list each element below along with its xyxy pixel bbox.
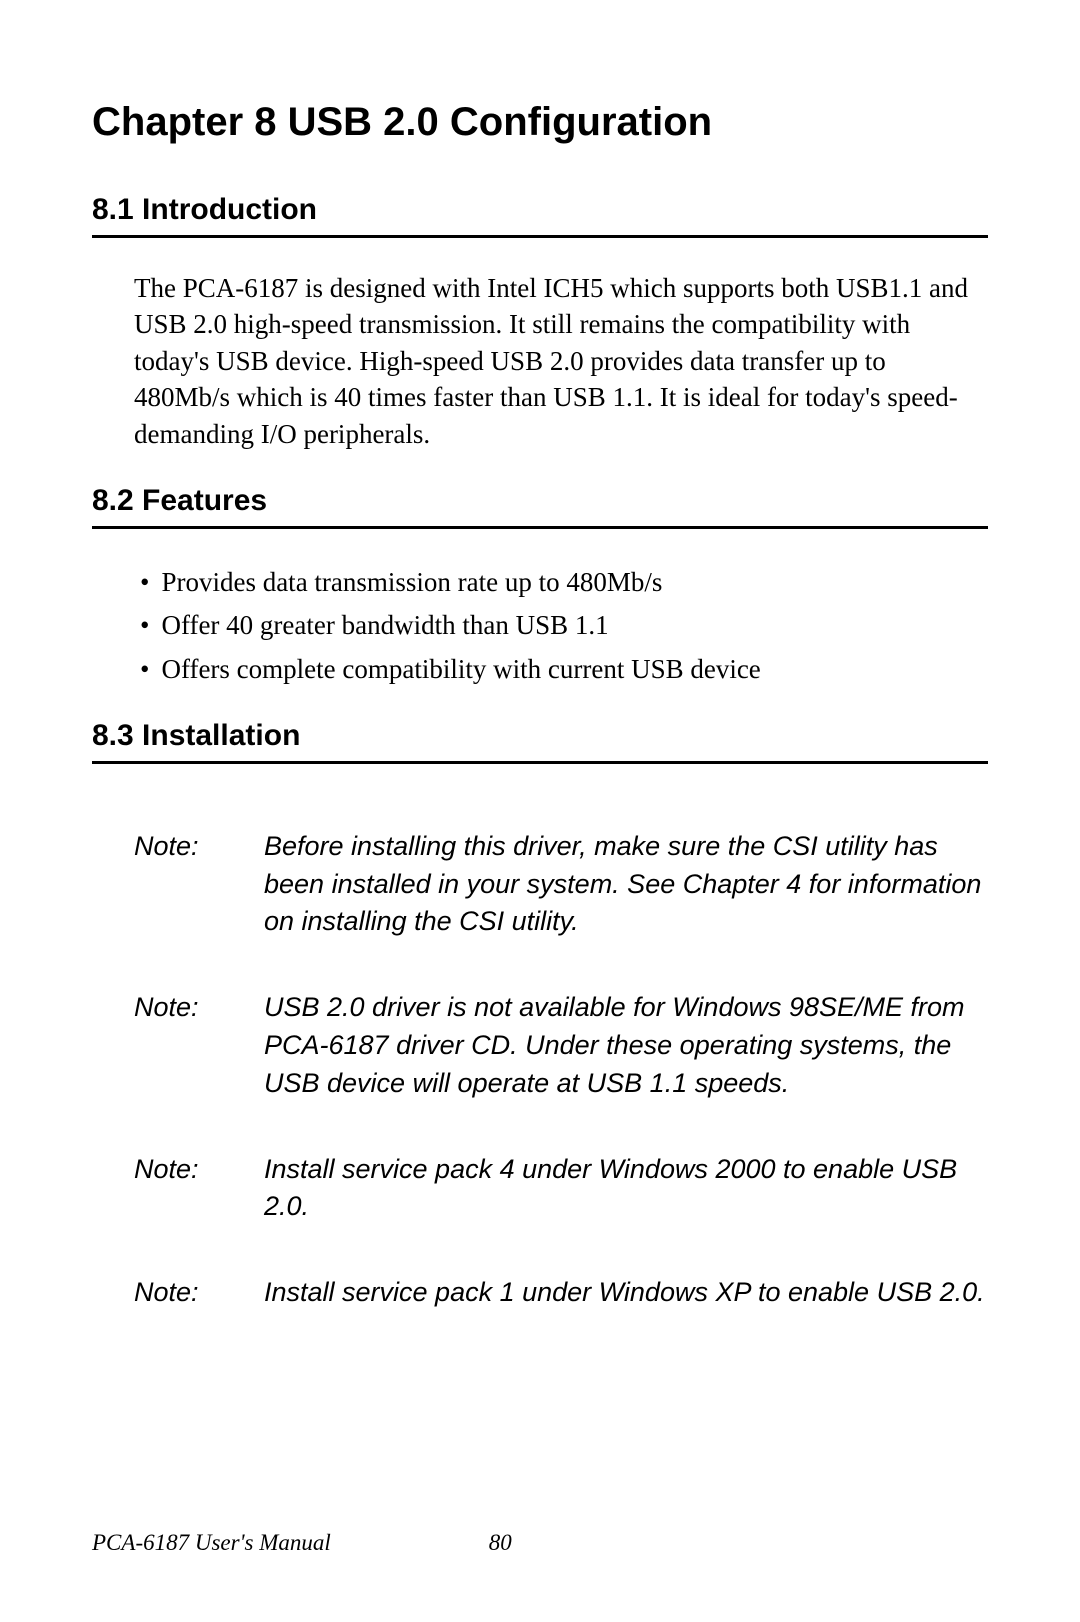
chapter-title: Chapter 8 USB 2.0 Configuration	[92, 100, 988, 145]
note-text: Install service pack 1 under Windows XP …	[264, 1274, 988, 1312]
list-item: • Offer 40 greater bandwidth than USB 1.…	[134, 604, 988, 647]
note-block: Note: USB 2.0 driver is not available fo…	[134, 989, 988, 1102]
note-text: Install service pack 4 under Windows 200…	[264, 1151, 988, 1227]
list-item-text: Provides data transmission rate up to 48…	[161, 561, 662, 604]
section-heading-features: 8.2 Features	[92, 484, 988, 529]
page-content: Chapter 8 USB 2.0 Configuration 8.1 Intr…	[0, 0, 1080, 1312]
footer-manual-title: PCA-6187 User's Manual	[92, 1530, 331, 1556]
introduction-paragraph: The PCA-6187 is designed with Intel ICH5…	[134, 270, 988, 452]
list-item-text: Offer 40 greater bandwidth than USB 1.1	[161, 604, 608, 647]
section-heading-introduction: 8.1 Introduction	[92, 193, 988, 238]
features-list: • Provides data transmission rate up to …	[134, 561, 988, 691]
bullet-icon: •	[140, 648, 149, 691]
list-item: • Offers complete compatibility with cur…	[134, 648, 988, 691]
note-label: Note:	[134, 1151, 264, 1227]
footer-page-number: 80	[489, 1530, 512, 1556]
section-installation: 8.3 Installation Note: Before installing…	[92, 719, 988, 1312]
page-footer: PCA-6187 User's Manual 80	[92, 1530, 988, 1556]
note-block: Note: Before installing this driver, mak…	[134, 828, 988, 941]
notes-container: Note: Before installing this driver, mak…	[134, 828, 988, 1312]
note-text: Before installing this driver, make sure…	[264, 828, 988, 941]
section-introduction: 8.1 Introduction The PCA-6187 is designe…	[92, 193, 988, 452]
note-text: USB 2.0 driver is not available for Wind…	[264, 989, 988, 1102]
note-label: Note:	[134, 989, 264, 1102]
section-features: 8.2 Features • Provides data transmissio…	[92, 484, 988, 691]
section-heading-installation: 8.3 Installation	[92, 719, 988, 764]
note-label: Note:	[134, 1274, 264, 1312]
bullet-icon: •	[140, 561, 149, 604]
list-item: • Provides data transmission rate up to …	[134, 561, 988, 604]
list-item-text: Offers complete compatibility with curre…	[161, 648, 760, 691]
note-block: Note: Install service pack 4 under Windo…	[134, 1151, 988, 1227]
note-block: Note: Install service pack 1 under Windo…	[134, 1274, 988, 1312]
bullet-icon: •	[140, 604, 149, 647]
note-label: Note:	[134, 828, 264, 941]
